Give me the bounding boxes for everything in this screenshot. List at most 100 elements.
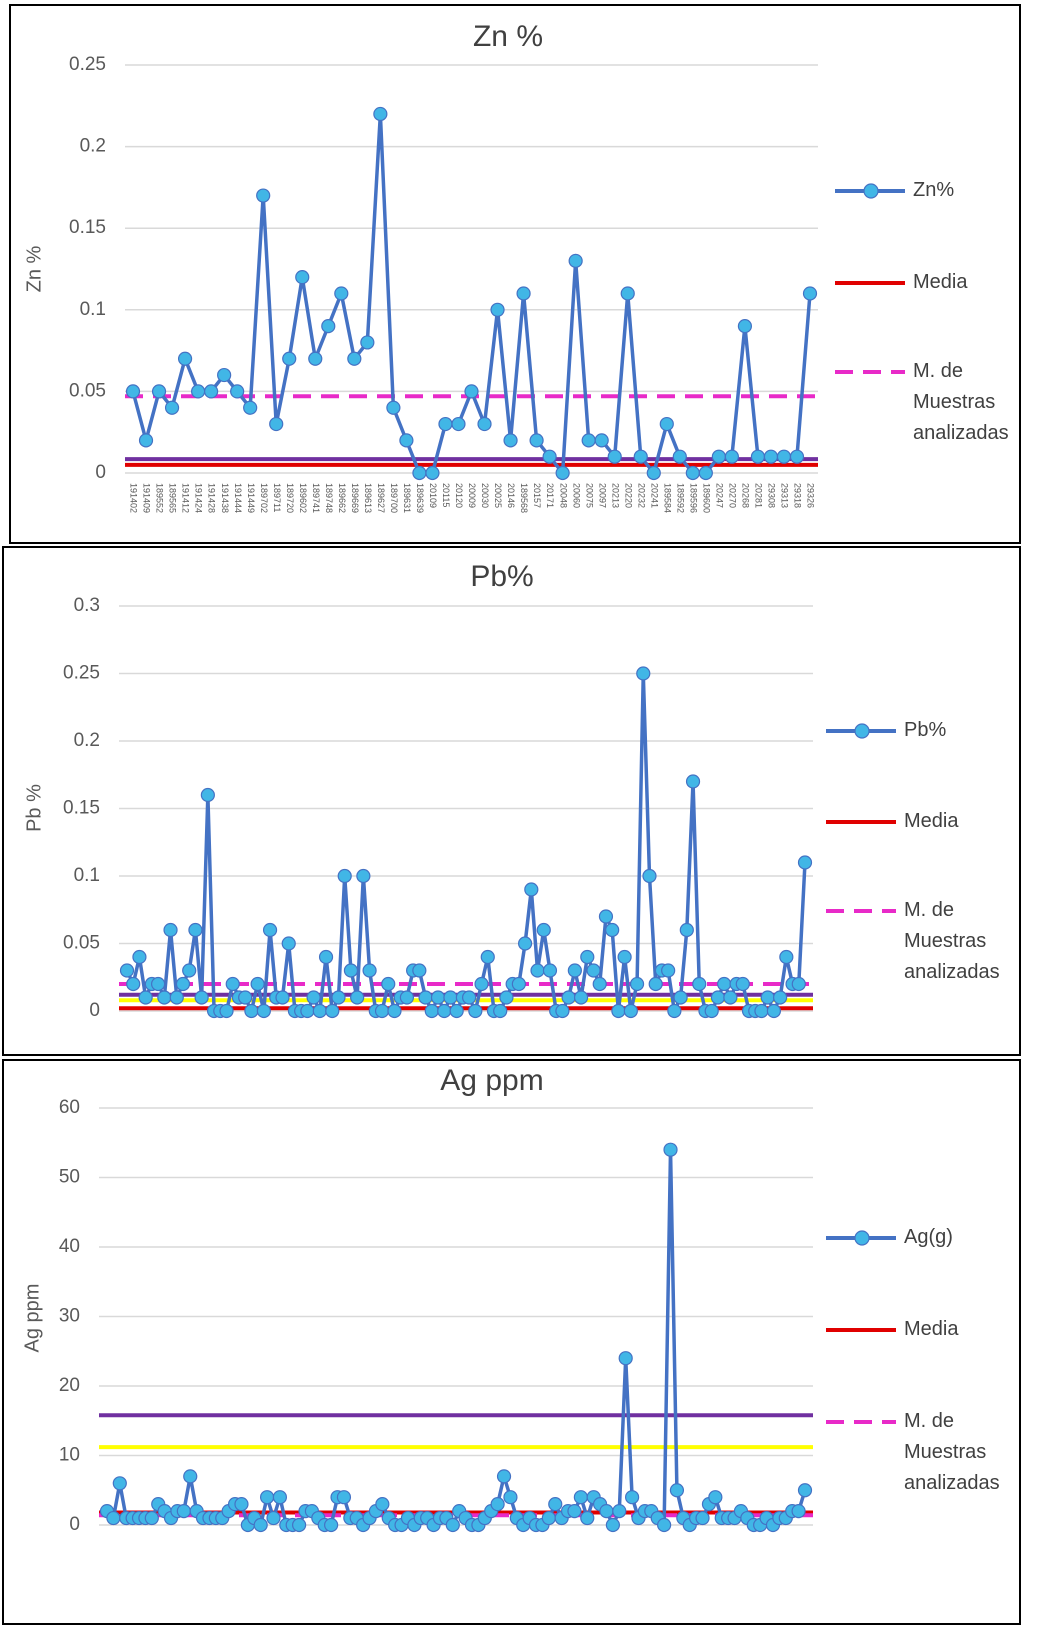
data-point — [760, 990, 775, 1005]
x-tick-label: 189711 — [272, 483, 282, 512]
data-point — [262, 922, 278, 938]
data-point — [334, 286, 349, 301]
data-point — [244, 1003, 259, 1019]
data-point — [568, 253, 583, 268]
data-point — [259, 1490, 275, 1505]
legend-item: M. de Muestras analizadas — [904, 1410, 1000, 1494]
y-axis-label: Ag ppm — [21, 1284, 43, 1353]
data-point — [657, 1517, 672, 1533]
legend-label: M. de Muestras analizadas — [913, 360, 1009, 444]
data-point — [573, 990, 589, 1005]
data-point — [503, 1490, 518, 1505]
data-point — [163, 922, 178, 938]
data-point — [138, 433, 154, 448]
data-point — [679, 922, 694, 938]
data-point — [281, 936, 296, 951]
data-point — [646, 465, 661, 481]
data-point — [412, 465, 427, 481]
data-point — [618, 1351, 633, 1366]
x-tick-label: 20025 — [493, 483, 503, 508]
x-tick-label: 189592 — [675, 483, 685, 513]
legend-marker — [854, 1230, 870, 1246]
data-point — [594, 433, 609, 448]
data-point — [238, 990, 253, 1005]
data-point — [132, 949, 147, 965]
data-point — [177, 351, 193, 366]
data-point — [256, 188, 271, 203]
y-tick-label: 0.15 — [63, 798, 100, 819]
data-point — [529, 433, 544, 448]
data-point — [387, 1003, 402, 1019]
x-tick-label: 20268 — [741, 483, 751, 508]
data-point — [325, 1003, 340, 1019]
data-point — [779, 949, 794, 965]
data-point — [312, 1003, 327, 1019]
data-point — [321, 319, 336, 334]
x-tick-label: 20247 — [714, 483, 724, 508]
y-axis-label: Zn % — [23, 245, 45, 292]
data-point — [642, 868, 657, 884]
y-tick-label: 10 — [59, 1445, 80, 1466]
x-tick-label: 20213 — [610, 483, 620, 508]
data-point — [106, 1510, 121, 1526]
data-point — [200, 787, 215, 803]
data-point — [318, 949, 334, 965]
data-point — [555, 465, 570, 481]
legend-item: Pb% — [904, 719, 946, 741]
y-tick-label: 40 — [59, 1236, 80, 1257]
x-tick-label: 189639 — [415, 483, 425, 513]
data-point — [269, 416, 284, 432]
data-point — [663, 1142, 678, 1157]
x-tick-label: 20120 — [454, 483, 464, 508]
panel — [9, 4, 1021, 544]
data-point — [362, 963, 377, 978]
data-point — [219, 1003, 234, 1019]
x-tick-label: 20171 — [545, 483, 555, 508]
data-point — [112, 1476, 127, 1491]
data-point — [234, 1497, 249, 1512]
data-point — [776, 449, 792, 464]
data-point — [443, 990, 458, 1005]
data-point — [754, 1003, 769, 1019]
data-point — [445, 1517, 460, 1533]
data-point — [204, 384, 219, 399]
data-point — [490, 302, 505, 317]
x-tick-label: 20097 — [597, 483, 607, 508]
data-point — [175, 976, 191, 992]
y-tick-label: 0.2 — [74, 730, 100, 751]
y-tick-label: 0 — [89, 1000, 100, 1021]
x-tick-label: 189741 — [311, 483, 321, 513]
data-point — [581, 433, 596, 448]
x-tick-label: 20232 — [636, 483, 646, 508]
data-point — [611, 1003, 626, 1019]
x-tick-label: 20109 — [428, 483, 438, 508]
x-tick-label: 191402 — [129, 483, 139, 513]
x-tick-label: 20060 — [571, 483, 581, 508]
legend-item: Ag(g) — [904, 1226, 953, 1248]
data-point — [541, 1510, 556, 1526]
data-point — [685, 774, 701, 789]
data-point — [708, 1490, 723, 1505]
data-point — [350, 990, 365, 1005]
data-point — [125, 384, 141, 399]
data-point — [667, 1003, 682, 1019]
x-tick-label: 189584 — [662, 483, 672, 513]
data-point — [374, 1003, 390, 1019]
data-point — [789, 449, 805, 464]
data-point — [157, 990, 172, 1005]
data-point — [605, 1517, 620, 1533]
data-point — [669, 1483, 685, 1498]
data-point — [375, 1497, 390, 1512]
data-point — [373, 106, 388, 122]
legend-label: Zn% — [913, 179, 955, 201]
series-line — [125, 673, 807, 1018]
data-point — [399, 990, 415, 1005]
y-tick-label: 0.05 — [63, 933, 100, 954]
data-point — [493, 1003, 508, 1019]
x-tick-label: 20220 — [623, 483, 633, 508]
data-point — [480, 949, 495, 965]
data-point — [381, 976, 396, 992]
data-point — [438, 416, 453, 432]
data-point — [230, 384, 245, 399]
data-point — [272, 1490, 287, 1505]
